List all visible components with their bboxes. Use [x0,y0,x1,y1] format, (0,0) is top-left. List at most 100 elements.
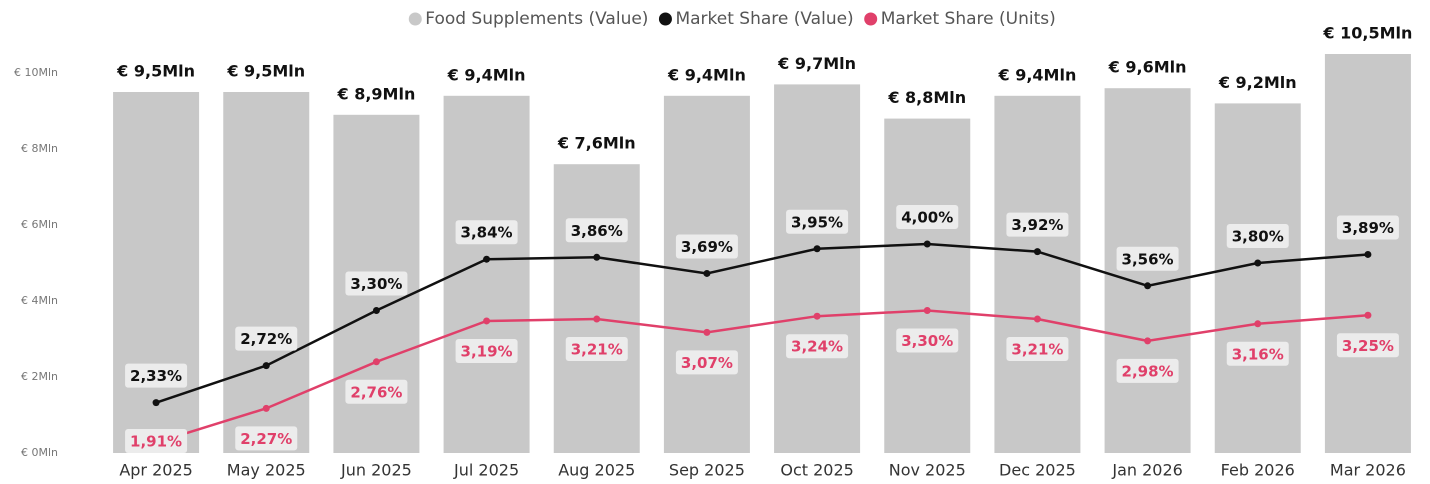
line-point [372,358,380,366]
line-value-label: 2,98% [1122,362,1174,380]
line-value-label: 3,69% [681,238,733,256]
legend: Food Supplements (Value) Market Share (Va… [408,9,1056,29]
bar [994,95,1081,454]
bar [774,84,861,454]
label-bg [235,326,298,351]
data-label: 3,30% [896,328,959,353]
y-tick-label: € 2Mln [21,370,58,383]
label-bg [455,338,518,363]
label-bg [125,363,188,388]
x-tick-label: Dec 2025 [999,461,1076,480]
legend-marker [864,12,878,26]
data-label: 2,27% [235,426,298,451]
data-label: 3,25% [1336,333,1399,358]
label-bg [1336,215,1399,240]
line-point [813,245,821,253]
line-value-label: 3,56% [1122,250,1174,268]
line-point [1144,337,1152,345]
data-label: 3,95% [786,209,849,234]
legend-marker [658,12,672,26]
bar-value-label: € 9,7Mln [777,54,856,73]
label-bg [1116,246,1179,271]
label-bg [1336,333,1399,358]
bar-value-label: € 7,6Mln [557,134,636,153]
bar [113,92,200,453]
line-value-label: 3,07% [681,354,733,372]
label-bg [896,205,959,229]
data-label: 3,89% [1336,215,1399,240]
line [155,242,1369,404]
label-bg [345,271,408,296]
bar-value-label: € 9,5Mln [226,62,305,81]
bar-value-label: € 9,4Mln [447,65,526,84]
label-bg [1116,358,1179,383]
data-label: 3,56% [1116,246,1179,271]
line-point [262,404,270,412]
line-value-label: 3,25% [1342,337,1394,355]
bar [1214,103,1301,454]
label-bg [125,429,188,453]
x-tick-label: Oct 2025 [780,461,853,480]
data-label: 3,21% [1006,337,1069,362]
line-point [593,253,601,261]
line-value-label: 3,24% [791,338,843,356]
bar-value-label: € 9,4Mln [997,65,1076,84]
y-tick-label: € 8Mln [21,142,58,155]
data-label: 3,69% [675,234,738,259]
line-point [593,315,601,323]
line-point [1364,250,1372,258]
line-value-label: 3,86% [571,222,623,240]
label-bg [345,379,408,404]
x-tick-label: Jul 2025 [453,461,519,480]
line-point [1254,320,1262,328]
line-value-label: 3,16% [1232,345,1284,363]
bar-value-label: € 10,5Mln [1322,24,1412,43]
x-tick-label: Aug 2025 [558,461,635,480]
y-tick-label: € 6Mln [21,218,58,231]
data-label: 3,24% [786,334,849,359]
label-bg [1226,341,1289,366]
x-tick-label: Jan 2026 [1111,461,1182,480]
line-point [703,269,711,277]
line-point [1254,259,1262,267]
line-point [262,362,270,370]
label-bg [896,328,959,353]
y-tick-label: € 4Mln [21,294,58,307]
label-bg [675,234,738,259]
data-label: 2,76% [345,379,408,404]
label-bg [455,220,518,245]
data-label: 3,19% [455,338,518,363]
label-bg [235,426,298,451]
data-label: 3,84% [455,220,518,245]
label-bg [1006,337,1069,362]
line-value-label: 3,30% [350,275,402,293]
label-bg [565,218,628,243]
label-bg [565,337,628,362]
data-label: 3,21% [565,337,628,362]
x-tick-label: Feb 2026 [1221,461,1295,480]
bar [884,118,971,453]
data-label: 4,00% [896,205,959,229]
line-point [813,312,821,320]
data-label: 3,80% [1226,224,1289,248]
line-value-label: 1,91% [130,433,182,451]
label-bg [786,209,849,234]
line-value-label: 2,27% [240,430,292,448]
bar [443,95,530,454]
label-bg [675,350,738,375]
x-tick-label: Nov 2025 [889,461,966,480]
line-point [1033,248,1041,256]
bar-value-label: € 9,4Mln [667,65,746,84]
data-label: 3,86% [565,218,628,243]
bar-value-label: € 9,6Mln [1108,58,1187,77]
bar-value-label: € 8,9Mln [336,84,415,103]
data-label: 3,30% [345,271,408,296]
line-point [923,240,931,248]
line-point [1364,311,1372,319]
label-bg [1006,212,1069,237]
x-tick-label: Sep 2025 [669,461,745,480]
line [155,309,1369,444]
line-value-label: 3,30% [901,332,953,350]
y-tick-label: € 10Mln [14,66,58,79]
